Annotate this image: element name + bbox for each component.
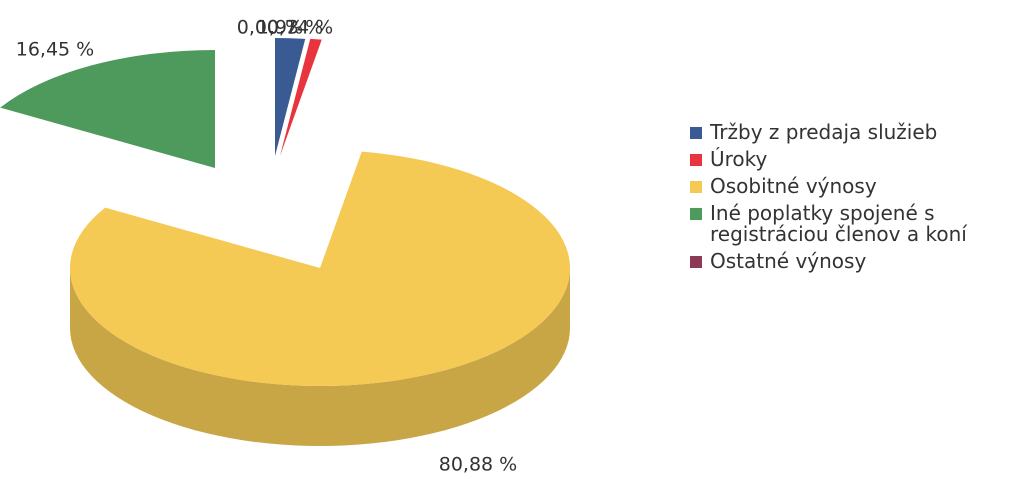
slice-top (0, 49, 216, 168)
legend-item: Úroky (690, 149, 1020, 170)
legend-label: Iné poplatky spojené s registráciou člen… (710, 201, 967, 246)
legend-item: Ostatné výnosy (690, 251, 1020, 272)
slice-top (70, 151, 570, 387)
legend: Tržby z predaja služieb Úroky Osobitné výn… (690, 122, 1020, 278)
data-label: 1,93 % (257, 17, 323, 39)
pie-tops (0, 38, 570, 387)
slice-side (70, 268, 570, 446)
pie-sides (70, 268, 570, 446)
slice-top (275, 38, 306, 156)
legend-swatch (690, 127, 702, 139)
legend-label: Osobitné výnosy (710, 174, 877, 198)
slice-top (280, 38, 322, 157)
legend-swatch (690, 256, 702, 268)
data-label: 0,74 % (267, 17, 333, 39)
legend-item: Osobitné výnosy (690, 176, 1020, 197)
data-label: 80,88 % (439, 454, 518, 476)
legend-swatch (690, 154, 702, 166)
legend-swatch (690, 208, 702, 220)
legend-item: Tržby z predaja služieb (690, 122, 1020, 143)
legend-label: Tržby z predaja služieb (710, 120, 938, 144)
data-label: 16,45 % (16, 39, 95, 61)
legend-item: Iné poplatky spojené s registráciou člen… (690, 203, 1020, 245)
legend-label: Úroky (710, 147, 768, 171)
legend-label: Ostatné výnosy (710, 249, 867, 273)
chart: 1,93 %0,74 % 80,88 % 16,45 % 0,00 % (0, 17, 570, 476)
data-label: 0,00 % (237, 17, 303, 39)
legend-swatch (690, 181, 702, 193)
